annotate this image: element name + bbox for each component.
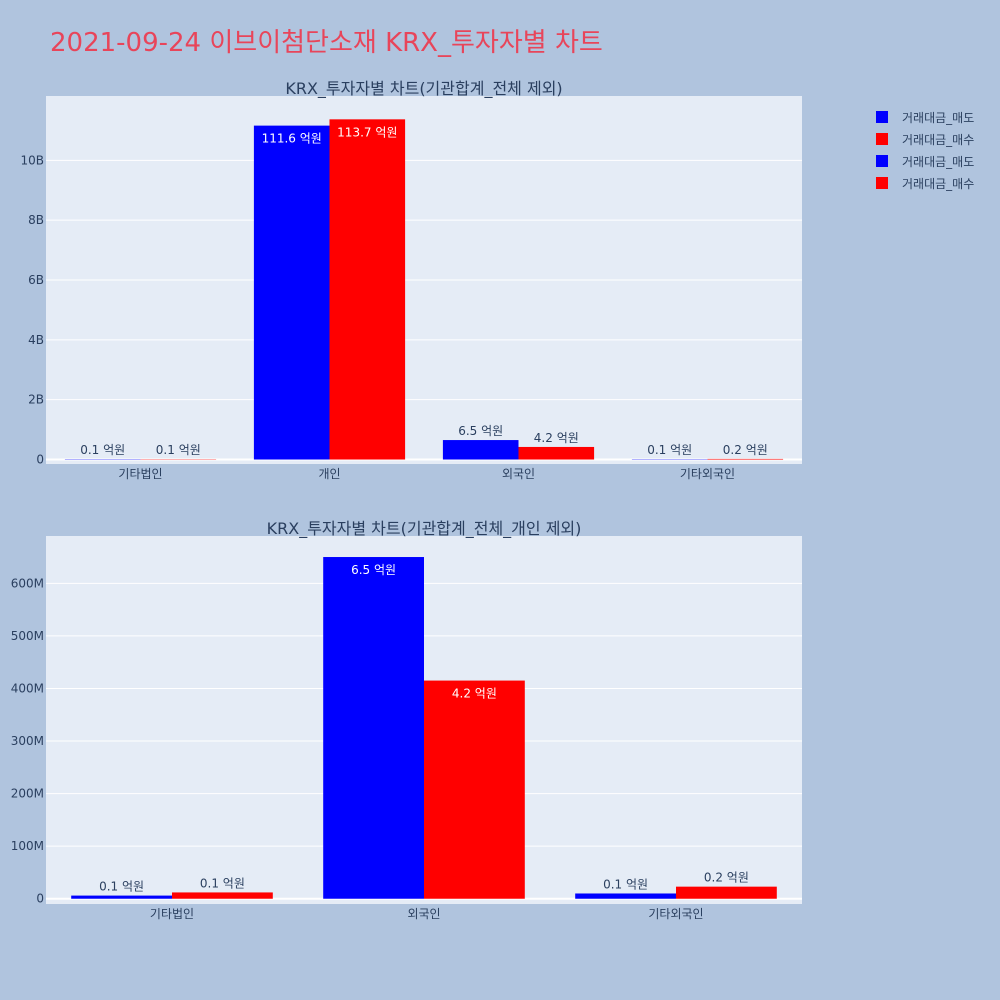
legend-swatch xyxy=(876,155,888,167)
x-tick-label: 기타법인 xyxy=(118,467,162,481)
legend-item[interactable]: 거래대금_매수 xyxy=(876,128,974,150)
bar xyxy=(71,895,172,899)
x-tick-label: 외국인 xyxy=(407,907,440,921)
data-label: 113.7 억원 xyxy=(337,125,397,139)
y-tick-label: 6B xyxy=(28,273,44,287)
data-label: 0.1 억원 xyxy=(156,443,201,457)
y-tick-label: 500M xyxy=(11,629,44,643)
data-label: 0.2 억원 xyxy=(723,443,768,457)
data-label: 4.2 억원 xyxy=(452,687,497,701)
legend-swatch xyxy=(876,133,888,145)
x-tick-label: 외국인 xyxy=(502,467,535,481)
legend: 거래대금_매도 거래대금_매수 거래대금_매도 거래대금_매수 xyxy=(876,106,974,194)
y-tick-label: 0 xyxy=(36,453,44,467)
data-label: 6.5 억원 xyxy=(351,563,396,577)
data-label: 0.1 억원 xyxy=(99,880,144,894)
bar xyxy=(424,680,525,899)
y-tick-label: 600M xyxy=(11,576,44,590)
bar xyxy=(707,458,784,460)
y-tick-label: 100M xyxy=(11,839,44,853)
bar xyxy=(172,892,273,899)
bar xyxy=(676,886,777,899)
y-tick-label: 10B xyxy=(20,153,44,167)
page-title: 2021-09-24 이브이첨단소재 KRX_투자자별 차트 xyxy=(50,28,603,58)
legend-swatch xyxy=(876,111,888,123)
y-tick-label: 300M xyxy=(11,734,44,748)
data-label: 0.1 억원 xyxy=(647,443,692,457)
bar xyxy=(575,893,676,899)
data-label: 0.1 억원 xyxy=(200,876,245,890)
y-tick-label: 4B xyxy=(28,333,44,347)
data-label: 0.2 억원 xyxy=(704,871,749,885)
data-label: 0.1 억원 xyxy=(80,443,125,457)
legend-item[interactable]: 거래대금_매수 xyxy=(876,172,974,194)
legend-label: 거래대금_매수 xyxy=(902,132,975,147)
legend-label: 거래대금_매수 xyxy=(902,176,975,191)
legend-label: 거래대금_매도 xyxy=(902,110,975,125)
x-tick-label: 기타외국인 xyxy=(680,467,735,481)
chart-2: 0 100M 200M 300M 400M 500M 600M 기타법인 0.1 억원 0.1 억… xyxy=(11,519,802,921)
data-label: 111.6 억원 xyxy=(262,132,322,146)
y-tick-label: 8B xyxy=(28,213,44,227)
legend-item[interactable]: 거래대금_매도 xyxy=(876,150,974,172)
x-tick-label: 기타법인 xyxy=(150,907,194,921)
bar xyxy=(329,119,406,460)
bar xyxy=(518,446,595,460)
bar xyxy=(323,557,424,899)
chart-title: KRX_투자자별 차트(기관합계_전체_개인 제외) xyxy=(267,519,582,539)
data-label: 0.1 억원 xyxy=(603,877,648,891)
bar xyxy=(442,440,519,460)
x-tick-label: 기타외국인 xyxy=(648,907,703,921)
legend-item[interactable]: 거래대금_매도 xyxy=(876,106,974,128)
data-label: 6.5 억원 xyxy=(458,424,503,438)
x-tick-label: 개인 xyxy=(318,467,340,481)
y-tick-label: 0 xyxy=(36,892,44,906)
data-label: 4.2 억원 xyxy=(534,431,579,445)
bar xyxy=(253,125,330,460)
legend-swatch xyxy=(876,177,888,189)
y-tick-label: 200M xyxy=(11,787,44,801)
y-tick-label: 400M xyxy=(11,681,44,695)
chart-title: KRX_투자자별 차트(기관합계_전체 제외) xyxy=(285,79,562,99)
y-tick-label: 2B xyxy=(28,393,44,407)
legend-label: 거래대금_매도 xyxy=(902,154,975,169)
